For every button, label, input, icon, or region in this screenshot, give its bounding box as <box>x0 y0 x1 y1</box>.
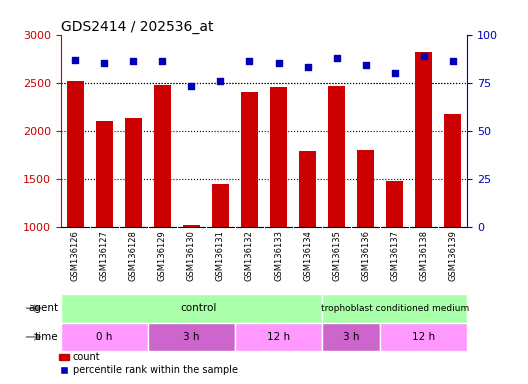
Bar <box>415 52 432 227</box>
Bar <box>322 323 380 351</box>
Point <box>420 53 428 59</box>
Text: time: time <box>34 332 58 342</box>
Text: trophoblast conditioned medium: trophoblast conditioned medium <box>320 304 469 313</box>
Bar <box>299 151 316 227</box>
Point <box>158 58 167 65</box>
Bar <box>328 86 345 227</box>
Bar <box>270 88 287 227</box>
Text: GSM136138: GSM136138 <box>419 230 428 281</box>
Text: 3 h: 3 h <box>343 332 360 342</box>
Text: GSM136129: GSM136129 <box>158 230 167 281</box>
Text: GSM136127: GSM136127 <box>100 230 109 281</box>
Text: GSM136137: GSM136137 <box>390 230 399 281</box>
Text: 3 h: 3 h <box>183 332 200 342</box>
Point <box>71 56 80 63</box>
Point <box>449 58 457 65</box>
Text: control: control <box>181 303 217 313</box>
Bar <box>61 294 322 323</box>
Bar <box>67 81 84 227</box>
Bar <box>154 86 171 227</box>
Point <box>129 58 137 65</box>
Bar <box>241 92 258 227</box>
Text: GSM136130: GSM136130 <box>187 230 196 281</box>
Point <box>100 60 109 66</box>
Point <box>216 78 225 84</box>
Text: 0 h: 0 h <box>96 332 112 342</box>
Point <box>333 55 341 61</box>
Text: agent: agent <box>28 303 58 313</box>
Text: GDS2414 / 202536_at: GDS2414 / 202536_at <box>61 20 213 33</box>
Text: GSM136132: GSM136132 <box>245 230 254 281</box>
Bar <box>96 121 113 227</box>
Bar <box>212 184 229 227</box>
Legend: count, percentile rank within the sample: count, percentile rank within the sample <box>55 348 241 379</box>
Point <box>275 60 283 66</box>
Bar <box>183 225 200 227</box>
Point <box>187 83 196 89</box>
Text: GSM136139: GSM136139 <box>448 230 457 281</box>
Point <box>245 58 254 65</box>
Text: 12 h: 12 h <box>412 332 435 342</box>
Bar <box>386 182 403 227</box>
Bar <box>444 114 461 227</box>
Text: GSM136135: GSM136135 <box>332 230 341 281</box>
Bar <box>322 294 467 323</box>
Point <box>391 70 399 76</box>
Bar <box>357 150 374 227</box>
Bar <box>380 323 467 351</box>
Text: GSM136131: GSM136131 <box>216 230 225 281</box>
Bar <box>61 323 148 351</box>
Bar <box>148 323 235 351</box>
Text: GSM136136: GSM136136 <box>361 230 370 281</box>
Text: 12 h: 12 h <box>267 332 290 342</box>
Bar <box>125 118 142 227</box>
Point <box>361 62 370 68</box>
Text: GSM136126: GSM136126 <box>71 230 80 281</box>
Point <box>303 64 312 70</box>
Text: GSM136133: GSM136133 <box>274 230 283 281</box>
Text: GSM136134: GSM136134 <box>303 230 312 281</box>
Bar <box>235 323 322 351</box>
Text: GSM136128: GSM136128 <box>129 230 138 281</box>
